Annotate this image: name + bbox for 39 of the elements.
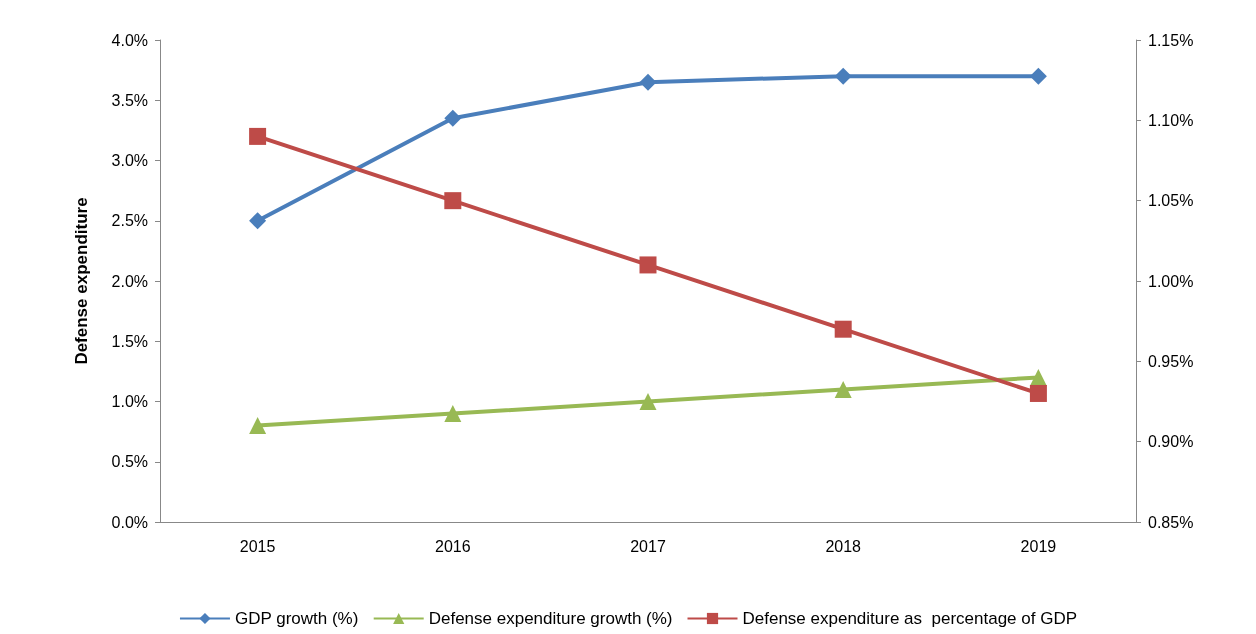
point bbox=[639, 73, 657, 91]
x-tick-label: 2016 bbox=[435, 537, 471, 555]
y-axis-title: Defense expenditure bbox=[72, 197, 91, 365]
y-tick-label: 0.0% bbox=[111, 513, 148, 531]
legend-label: Defense expenditure as percentage of GDP bbox=[742, 609, 1078, 628]
y2-tick-label: 0.95% bbox=[1148, 352, 1194, 370]
legend-label: Defense expenditure growth (%) bbox=[428, 609, 673, 628]
point bbox=[834, 320, 852, 338]
x-tick-label: 2019 bbox=[1020, 537, 1057, 555]
point bbox=[639, 393, 657, 410]
point bbox=[444, 405, 462, 423]
point bbox=[834, 380, 852, 398]
y2-tick-label: 1.05% bbox=[1148, 192, 1194, 210]
y-tick-label: 1.5% bbox=[111, 332, 148, 350]
point bbox=[639, 256, 657, 274]
point bbox=[249, 212, 267, 230]
legend-label: GDP growth (%) bbox=[234, 609, 359, 628]
x-tick-label: 2015 bbox=[239, 537, 276, 555]
point bbox=[1029, 67, 1047, 85]
y-tick-label: 1.0% bbox=[111, 393, 148, 410]
y-tick-label: 0.5% bbox=[111, 453, 148, 471]
y-tick-label: 2.0% bbox=[111, 272, 148, 290]
y-tick-label: 3.0% bbox=[111, 152, 148, 169]
point bbox=[1029, 384, 1047, 402]
x-tick-label: 2017 bbox=[630, 537, 666, 555]
y-tick-label: 2.5% bbox=[111, 212, 148, 230]
y2-tick-label: 1.00% bbox=[1148, 272, 1194, 290]
point bbox=[834, 67, 852, 85]
point bbox=[249, 127, 267, 145]
point bbox=[444, 192, 462, 210]
y-tick-label: 3.5% bbox=[111, 91, 148, 109]
y2-tick-label: 0.90% bbox=[1148, 433, 1194, 451]
x-tick-label: 2018 bbox=[825, 537, 862, 555]
y2-tick-label: 1.10% bbox=[1148, 111, 1194, 129]
y2-tick-label: 0.85% bbox=[1148, 513, 1194, 531]
y2-tick-label: 1.15% bbox=[1148, 31, 1194, 49]
point bbox=[249, 417, 267, 435]
point bbox=[444, 109, 462, 127]
y-tick-label: 4.0% bbox=[111, 31, 148, 49]
